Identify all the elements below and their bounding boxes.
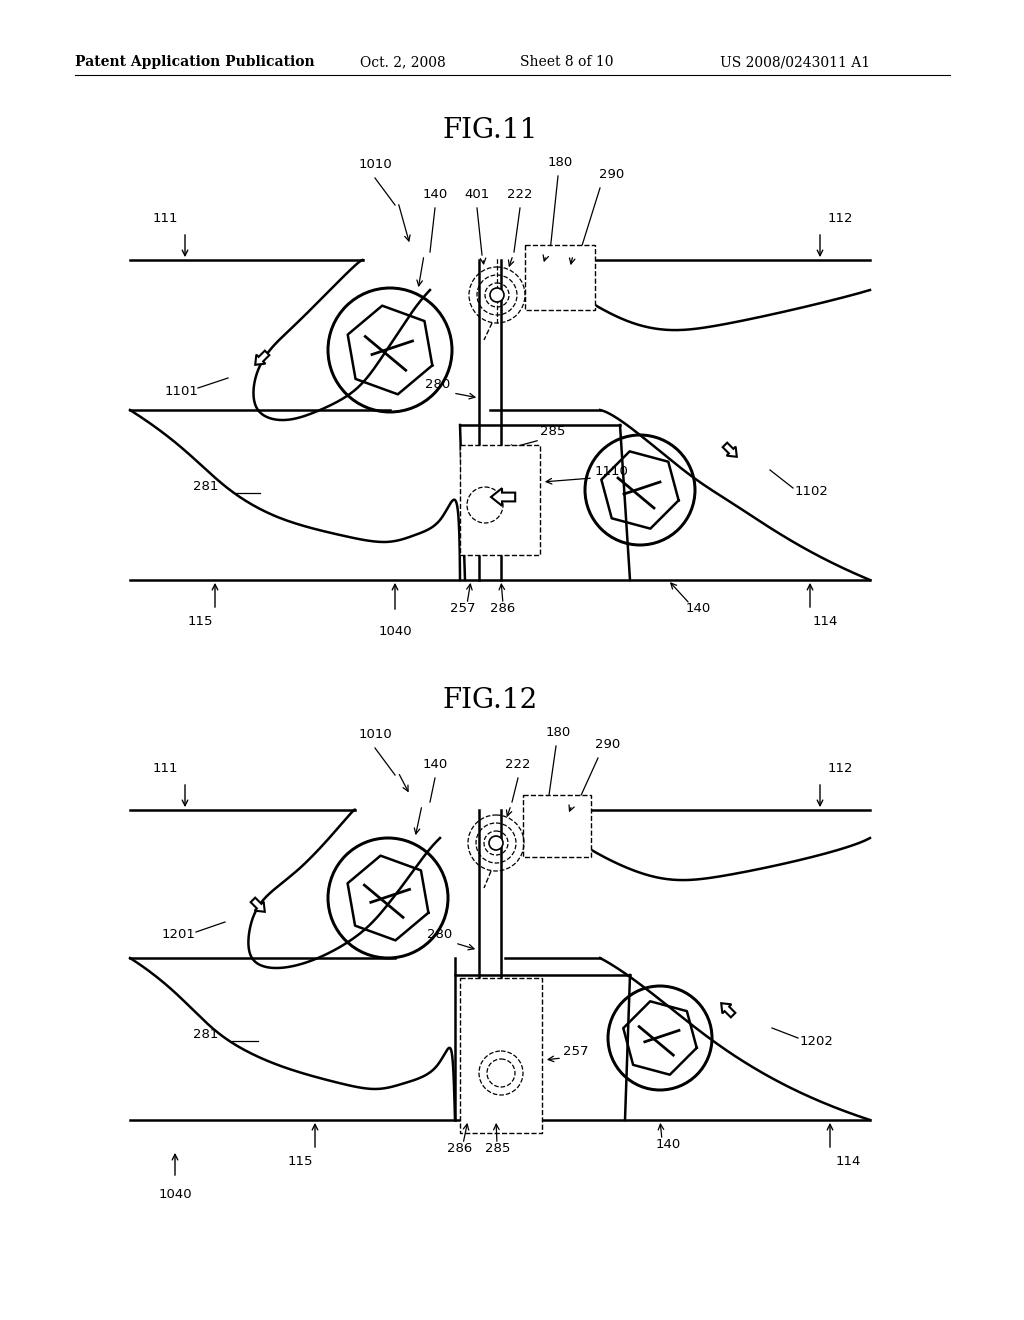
Text: 112: 112 <box>827 213 853 224</box>
Text: 1010: 1010 <box>358 158 392 172</box>
Text: 281: 281 <box>193 1028 218 1041</box>
Text: 115: 115 <box>288 1155 312 1168</box>
Text: Sheet 8 of 10: Sheet 8 of 10 <box>520 55 613 69</box>
Text: 140: 140 <box>685 602 711 615</box>
Text: 1110: 1110 <box>595 465 629 478</box>
FancyBboxPatch shape <box>460 978 542 1133</box>
Text: 112: 112 <box>827 762 853 775</box>
FancyArrow shape <box>723 442 737 457</box>
Text: 281: 281 <box>193 480 218 492</box>
Text: 222: 222 <box>505 758 530 771</box>
Text: 285: 285 <box>485 1142 511 1155</box>
Text: 290: 290 <box>599 168 625 181</box>
Text: 1101: 1101 <box>164 385 198 399</box>
Text: 280: 280 <box>425 378 451 391</box>
FancyArrow shape <box>490 488 515 506</box>
Text: 140: 140 <box>422 758 447 771</box>
Text: 180: 180 <box>548 156 572 169</box>
Text: 1201: 1201 <box>161 928 195 941</box>
Text: 286: 286 <box>447 1142 473 1155</box>
Text: 285: 285 <box>540 425 565 438</box>
Circle shape <box>490 288 504 302</box>
Text: 1010: 1010 <box>358 729 392 741</box>
Circle shape <box>489 836 503 850</box>
Text: 290: 290 <box>595 738 621 751</box>
FancyBboxPatch shape <box>523 795 591 857</box>
FancyBboxPatch shape <box>460 445 540 554</box>
Text: 1102: 1102 <box>795 484 828 498</box>
FancyArrow shape <box>255 351 269 364</box>
Text: 1202: 1202 <box>800 1035 834 1048</box>
Text: 180: 180 <box>546 726 570 739</box>
Text: 280: 280 <box>427 928 453 941</box>
Text: FIG.11: FIG.11 <box>442 116 538 144</box>
FancyBboxPatch shape <box>525 246 595 310</box>
Text: Oct. 2, 2008: Oct. 2, 2008 <box>360 55 445 69</box>
Text: 222: 222 <box>507 187 532 201</box>
Text: 114: 114 <box>812 615 838 628</box>
Text: 401: 401 <box>464 187 489 201</box>
Text: 115: 115 <box>187 615 213 628</box>
Text: 111: 111 <box>153 762 178 775</box>
Text: 111: 111 <box>153 213 178 224</box>
Text: 1040: 1040 <box>378 624 412 638</box>
Text: 140: 140 <box>422 187 447 201</box>
Text: 114: 114 <box>836 1155 861 1168</box>
Text: Patent Application Publication: Patent Application Publication <box>75 55 314 69</box>
Text: 1040: 1040 <box>158 1188 191 1201</box>
Text: 140: 140 <box>655 1138 681 1151</box>
Text: 257: 257 <box>563 1045 589 1059</box>
FancyArrow shape <box>721 1003 735 1018</box>
Text: FIG.12: FIG.12 <box>442 686 538 714</box>
Text: US 2008/0243011 A1: US 2008/0243011 A1 <box>720 55 870 69</box>
Text: 286: 286 <box>490 602 516 615</box>
FancyArrow shape <box>251 898 265 912</box>
Text: 257: 257 <box>451 602 476 615</box>
